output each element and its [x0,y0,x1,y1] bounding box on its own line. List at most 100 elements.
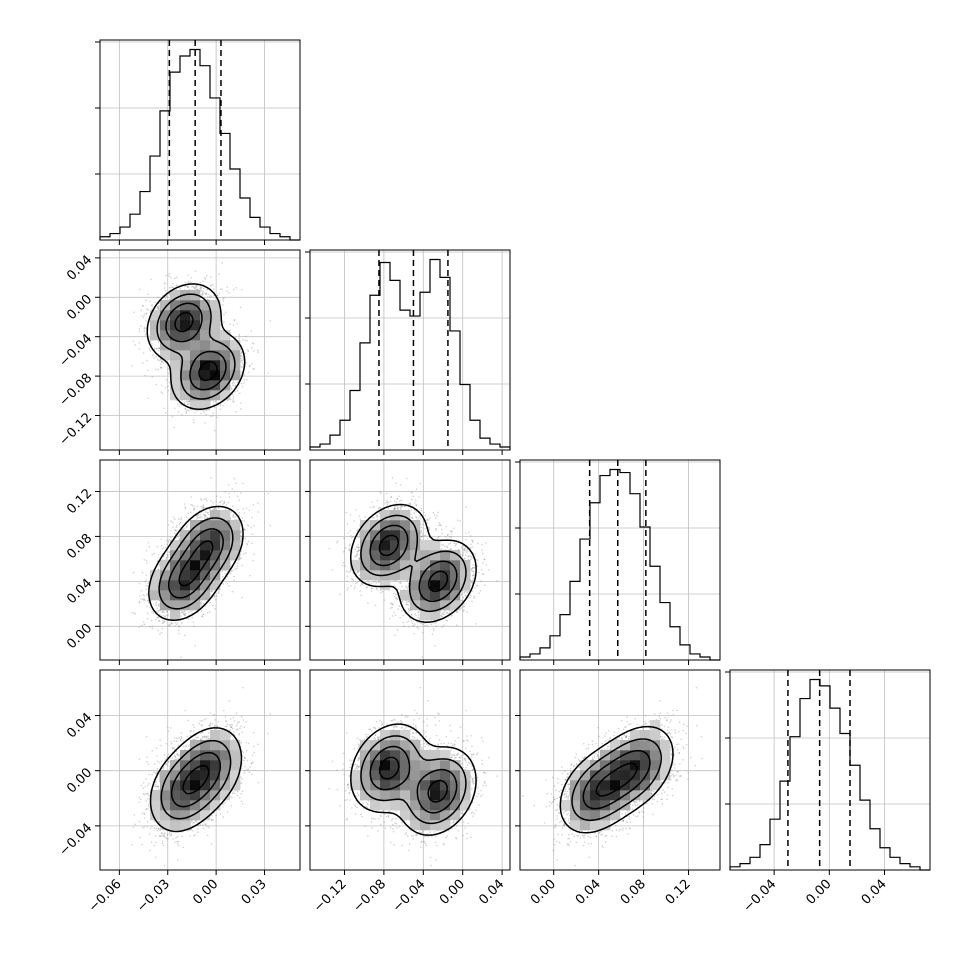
sample-point [188,409,190,412]
sample-point [348,547,351,550]
sample-point [165,557,167,560]
sample-point [410,492,413,494]
sample-point [147,617,149,620]
sample-point [353,520,355,523]
sample-point [176,622,179,624]
sample-point [145,808,147,811]
sample-point [239,782,242,785]
sample-point [162,555,165,558]
sample-point [391,603,394,606]
density-cell [170,350,181,361]
sample-point [257,351,259,353]
sample-point [395,579,397,582]
sample-point [409,502,411,504]
sample-point [356,571,359,574]
sample-point [153,348,156,350]
hist-frame-3 [729,669,931,871]
sample-point [148,348,151,350]
density-cell [170,590,181,601]
sample-point [172,747,175,749]
sample-point [351,535,354,538]
sample-point [151,825,153,828]
sample-point [178,624,180,627]
sample-point [238,796,241,799]
sample-point [426,518,429,521]
sample-point [159,835,161,838]
sample-point [141,571,144,574]
sample-point [471,590,474,592]
sample-point [183,610,186,612]
sample-point [228,584,230,587]
sample-point [167,385,169,387]
sample-point [193,625,196,628]
density-cell [410,580,421,591]
sample-point [463,602,465,605]
sample-point [143,327,146,330]
sample-point [182,612,185,615]
density-cell [430,610,441,621]
density-cell [210,560,221,571]
sample-point [240,351,243,354]
sample-point [465,506,467,508]
sample-point [226,286,229,288]
sample-point [443,611,445,613]
density-cell [430,590,441,601]
sample-point [240,530,243,532]
sample-point [377,507,380,510]
sample-point [249,766,251,768]
density-cell [190,520,201,531]
sample-point [182,611,185,613]
sample-point [421,533,424,535]
sample-point [420,622,423,624]
sample-point [482,562,484,564]
sample-point [172,837,174,840]
contour-1 [360,514,467,613]
density-cell [190,320,201,331]
sample-point [427,519,430,522]
sample-point [253,350,255,352]
sample-point [160,744,162,747]
density-cell [180,540,191,551]
sample-point [213,724,216,727]
sample-point [207,511,209,514]
density-cell [170,310,181,321]
sample-point [344,547,347,549]
sample-point [357,549,360,552]
sample-point [181,413,183,416]
sample-point [408,626,410,628]
density-cell [390,540,401,551]
sample-point [193,738,196,741]
sample-point [358,546,360,549]
sample-point [247,768,250,771]
sample-point [358,558,361,561]
sample-point [357,550,360,553]
sample-point [248,509,251,511]
sample-point [459,601,462,604]
sample-point [138,820,141,823]
sample-point [157,368,159,371]
sample-point [185,525,188,528]
density-cell [200,580,211,591]
sample-point [214,429,216,432]
sample-point [233,319,236,322]
sample-point [231,488,234,490]
sample-point [464,557,466,560]
sample-point [180,622,183,624]
sample-point [238,337,241,340]
sample-point [396,498,398,500]
sample-point [205,738,207,740]
sample-point [143,817,146,819]
sample-point [153,763,156,765]
sample-point [168,292,171,295]
sample-point [151,376,154,378]
sample-point [148,601,150,604]
sample-point [170,286,172,289]
sample-point [195,286,198,289]
sample-point [149,300,152,303]
sample-point [241,564,244,567]
sample-point [230,723,232,726]
sample-point [173,748,176,751]
density-frame-2-1 [309,459,511,661]
density-cell [230,340,241,351]
sample-point [233,401,235,403]
